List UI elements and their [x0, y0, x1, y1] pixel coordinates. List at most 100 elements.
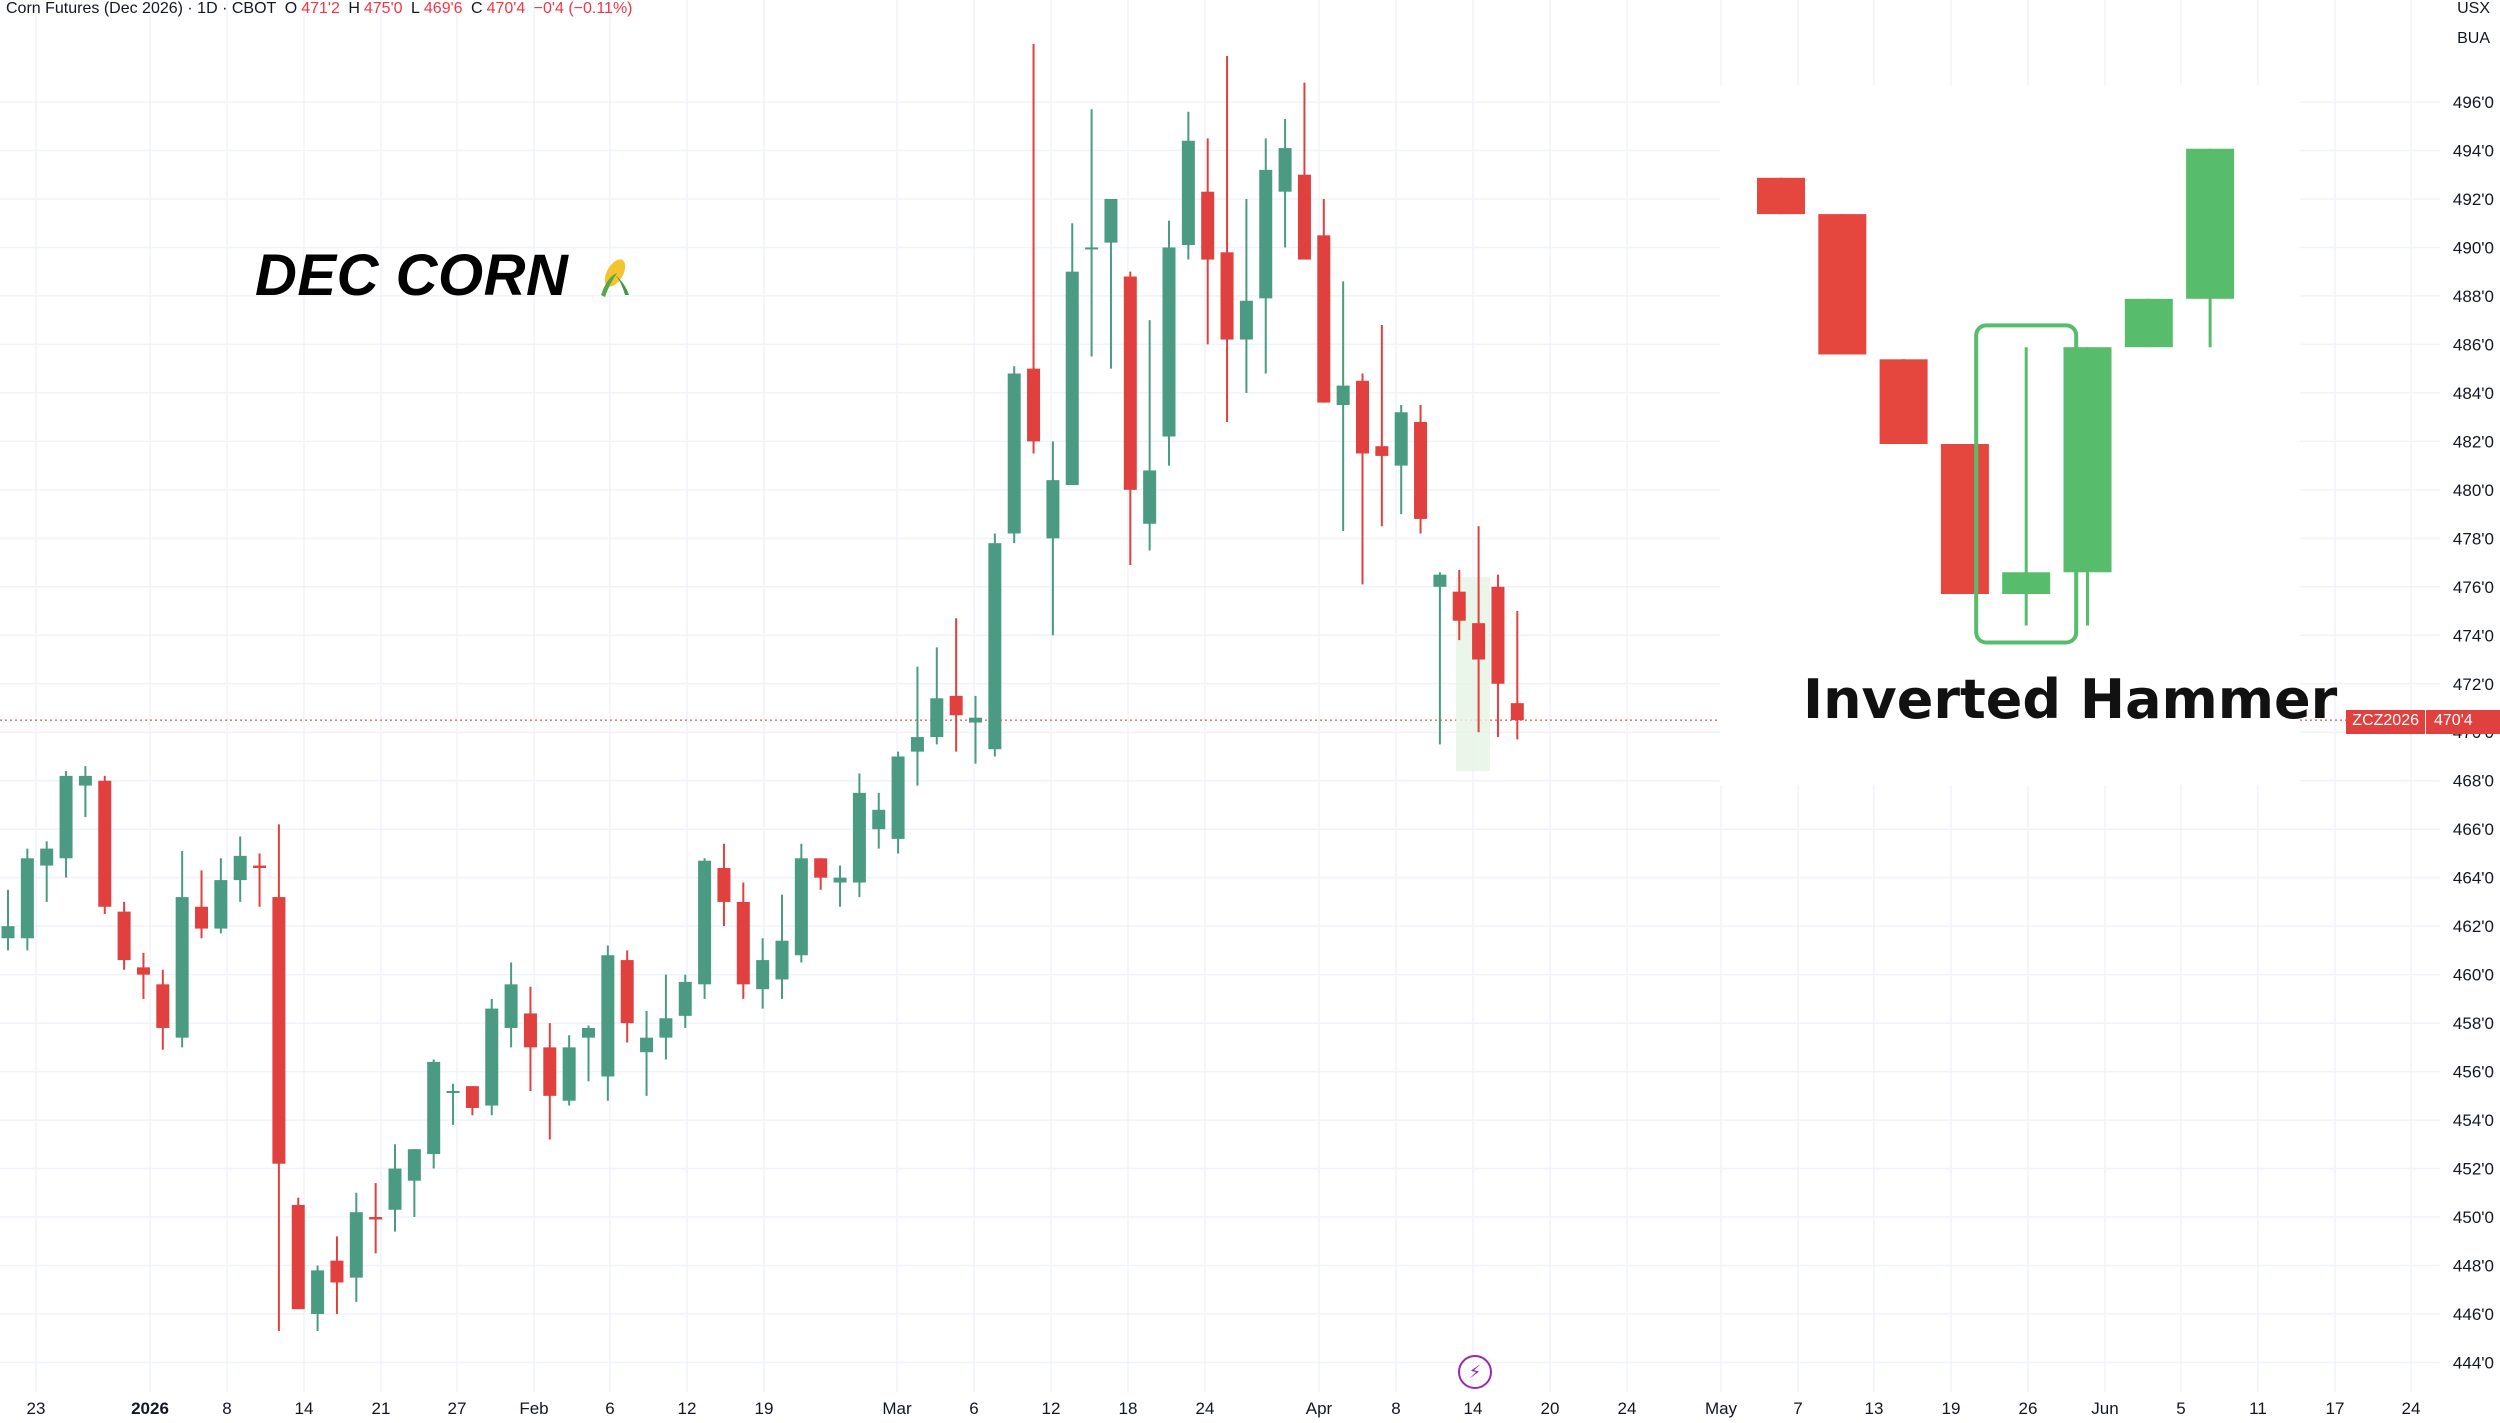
candle-body: [852, 792, 866, 883]
candle: [891, 751, 905, 854]
candle: [601, 945, 615, 1101]
y-tick-label: 454'0: [2453, 1111, 2494, 1130]
y-tick-label: 446'0: [2453, 1305, 2494, 1324]
candle-body: [98, 780, 112, 907]
candle: [1297, 82, 1311, 260]
y-tick-label: 480'0: [2453, 481, 2494, 500]
candle-body: [1220, 252, 1234, 340]
candle: [427, 1059, 441, 1169]
candle: [1027, 43, 1041, 454]
candle: [1336, 281, 1350, 532]
candle-body: [1201, 191, 1215, 260]
x-tick-label: 19: [755, 1399, 774, 1418]
inset-candle-body: [2063, 347, 2112, 573]
y-tick-label: 486'0: [2453, 335, 2494, 354]
candle-body: [214, 880, 228, 929]
candle-body: [775, 940, 789, 980]
candle: [1162, 220, 1176, 466]
lightning-icon[interactable]: ⚡: [1458, 1355, 1492, 1389]
x-tick-label: 12: [678, 1399, 697, 1418]
x-tick-label: 6: [969, 1399, 978, 1418]
candle: [1259, 138, 1273, 374]
candle-body: [601, 955, 615, 1077]
currency-unit[interactable]: USX: [2457, 0, 2490, 17]
candle-body: [1104, 198, 1118, 243]
candle-body: [330, 1260, 344, 1283]
candle-body: [311, 1270, 325, 1314]
candle-body: [1491, 586, 1505, 684]
candle: [291, 1197, 305, 1310]
candle-body: [1394, 412, 1408, 466]
y-tick-label: 496'0: [2453, 93, 2494, 112]
candle: [59, 771, 73, 878]
candle-body: [949, 695, 963, 716]
candle: [388, 1144, 402, 1232]
open-value: 471'2: [301, 0, 340, 17]
x-tick-label: 8: [1391, 1399, 1400, 1418]
candle: [1317, 198, 1331, 403]
candle: [407, 1149, 421, 1218]
candle: [330, 1236, 344, 1314]
candle-body: [1, 926, 15, 939]
candle-body: [1259, 169, 1273, 299]
candle-body: [233, 855, 247, 881]
inset-candle: [1940, 444, 1989, 595]
candle-body: [523, 1013, 537, 1048]
price-tag-symbol: ZCZ2026: [2346, 710, 2426, 734]
x-tick-label: 12: [1042, 1399, 1061, 1418]
y-tick-label: 472'0: [2453, 675, 2494, 694]
candle: [833, 865, 847, 907]
inset-candles: [1757, 148, 2235, 626]
inset-candle-body: [2002, 572, 2051, 595]
candle-body: [1472, 623, 1486, 660]
inset-candle: [2186, 148, 2235, 348]
x-tick-label: 5: [2176, 1399, 2185, 1418]
inset-candle: [1818, 214, 1867, 355]
candle: [272, 824, 286, 1331]
candle-body: [620, 960, 634, 1024]
candle-body: [465, 1086, 479, 1108]
candle-body: [659, 1018, 673, 1038]
y-tick-label: 460'0: [2453, 966, 2494, 985]
candle-body: [717, 867, 731, 902]
candle-body: [20, 858, 34, 939]
time-axis[interactable]: 23 2026 8 14 21 27 Feb 6 12 19 Mar 6 12 18 24 Apr 8 14 20 2…: [27, 1399, 2421, 1418]
main-candles: [1, 43, 1524, 1331]
close-value: 470'4: [486, 0, 526, 17]
candle-body: [40, 848, 54, 866]
open-label: O: [284, 0, 298, 17]
candle: [582, 1025, 595, 1082]
volume-unit[interactable]: BUA: [2457, 30, 2490, 47]
candle-body: [1046, 480, 1060, 539]
candle: [1375, 325, 1389, 527]
price-axis[interactable]: 444'0 446'0 448'0 450'0 452'0 454'0 456'0 458'0…: [2453, 93, 2494, 1372]
candle-body: [543, 1047, 557, 1096]
candle: [1181, 111, 1195, 260]
candle-body: [195, 906, 208, 929]
candle: [195, 870, 208, 939]
x-tick-label: 24: [2402, 1399, 2421, 1418]
candle-body: [872, 809, 886, 830]
candle: [969, 695, 982, 764]
y-tick-label: 466'0: [2453, 820, 2494, 839]
high-label: H: [348, 0, 360, 17]
candle: [214, 858, 228, 934]
candle: [640, 1011, 654, 1096]
y-tick-label: 490'0: [2453, 238, 2494, 257]
y-tick-label: 482'0: [2453, 432, 2494, 451]
candle: [465, 1086, 479, 1116]
candle-body: [1085, 247, 1099, 250]
candle: [736, 882, 750, 999]
candle: [949, 618, 963, 752]
candle-body: [78, 775, 92, 786]
candle: [1104, 198, 1118, 369]
overlay-title: DEC CORN: [255, 242, 635, 313]
y-tick-label: 450'0: [2453, 1208, 2494, 1227]
candle: [1472, 526, 1486, 733]
candle-body: [1162, 247, 1176, 437]
candle: [1356, 373, 1369, 585]
x-tick-label: May: [1705, 1399, 1738, 1418]
x-tick-label: 26: [2019, 1399, 2038, 1418]
candle-body: [698, 860, 712, 985]
